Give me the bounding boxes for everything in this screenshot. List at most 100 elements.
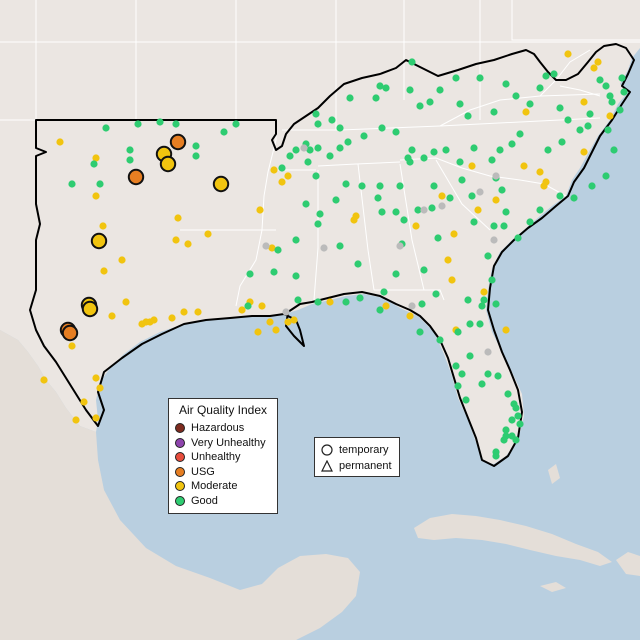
site-marker-good	[406, 86, 414, 94]
yucatan-landmass	[262, 554, 360, 640]
site-marker-moderate	[448, 276, 456, 284]
site-marker-usg-highlighted	[169, 133, 187, 151]
site-marker-moderate	[520, 162, 528, 170]
site-marker-good	[502, 432, 510, 440]
site-marker-good	[372, 94, 380, 102]
site-marker-good	[392, 208, 400, 216]
site-marker-good	[126, 156, 134, 164]
site-marker-good	[544, 146, 552, 154]
site-marker-good	[408, 146, 416, 154]
site-marker-good	[354, 260, 362, 268]
highlighted-region-border	[29, 43, 635, 467]
site-marker-moderate	[122, 298, 130, 306]
site-marker-moderate	[150, 316, 158, 324]
site-marker-good	[192, 152, 200, 160]
site-marker-good	[358, 182, 366, 190]
site-marker-moderate	[92, 154, 100, 162]
site-marker-good	[294, 296, 302, 304]
site-marker-good	[536, 206, 544, 214]
site-marker-good	[378, 124, 386, 132]
site-marker-good	[336, 144, 344, 152]
site-marker-moderate	[350, 216, 358, 224]
site-marker-usg-highlighted	[127, 168, 145, 186]
site-marker-no-data	[476, 188, 484, 196]
site-marker-good	[496, 146, 504, 154]
site-marker-good	[360, 132, 368, 140]
site-marker-good	[604, 126, 612, 134]
legend-row-temporary: temporary	[321, 442, 393, 458]
site-marker-moderate	[254, 328, 262, 336]
aqi-site-markers	[40, 50, 628, 460]
site-marker-good	[464, 112, 472, 120]
good-swatch-icon	[175, 495, 185, 506]
site-marker-good	[278, 164, 286, 172]
site-marker-good	[504, 390, 512, 398]
us-landmass	[0, 0, 640, 464]
site-marker-good	[102, 124, 110, 132]
site-marker-good	[586, 110, 594, 118]
site-marker-moderate	[580, 98, 588, 106]
site-marker-moderate	[180, 308, 188, 316]
site-marker-good	[380, 288, 388, 296]
site-marker-good	[172, 120, 180, 128]
site-marker-good	[302, 200, 310, 208]
hispaniola-landmass	[616, 552, 640, 576]
site-marker-good	[292, 146, 300, 154]
site-marker-moderate	[168, 314, 176, 322]
legend-label-permanent: permanent	[339, 460, 392, 472]
site-marker-moderate-highlighted	[81, 300, 99, 318]
site-marker-good	[432, 290, 440, 298]
site-marker-moderate	[580, 148, 588, 156]
site-marker-good	[556, 104, 564, 112]
site-marker-good	[316, 210, 324, 218]
site-marker-moderate	[502, 326, 510, 334]
site-marker-moderate	[480, 288, 488, 296]
site-marker-good	[420, 154, 428, 162]
site-marker-good	[526, 100, 534, 108]
legend-label-good: Good	[191, 494, 218, 507]
site-marker-good	[416, 328, 424, 336]
site-marker-good	[484, 370, 492, 378]
site-marker-good	[90, 160, 98, 168]
site-marker-good	[426, 98, 434, 106]
site-marker-moderate	[536, 168, 544, 176]
site-marker-moderate	[450, 230, 458, 238]
site-marker-good	[466, 320, 474, 328]
site-marker-good	[458, 176, 466, 184]
site-marker-moderate-highlighted	[212, 175, 230, 193]
site-marker-no-data	[282, 308, 290, 316]
site-marker-good	[314, 220, 322, 228]
site-marker-no-data	[490, 236, 498, 244]
site-marker-good	[434, 234, 442, 242]
site-marker-good	[356, 294, 364, 302]
site-marker-moderate	[468, 162, 476, 170]
site-marker-good	[608, 98, 616, 106]
aqi-legend-title: Air Quality Index	[178, 403, 268, 417]
site-marker-good	[126, 146, 134, 154]
site-marker-good	[376, 182, 384, 190]
site-marker-moderate	[92, 414, 100, 422]
legend-row-usg: USG	[175, 465, 271, 480]
site-marker-moderate	[40, 376, 48, 384]
site-marker-good	[436, 86, 444, 94]
unhealthy-swatch-icon	[175, 452, 185, 463]
site-marker-good	[416, 102, 424, 110]
site-marker-good	[558, 138, 566, 146]
site-marker-moderate	[99, 222, 107, 230]
site-marker-moderate	[284, 318, 292, 326]
site-marker-good	[606, 92, 614, 100]
site-marker-good	[550, 70, 558, 78]
site-marker-no-data	[492, 172, 500, 180]
site-marker-good	[68, 180, 76, 188]
site-marker-no-data	[408, 302, 416, 310]
site-marker-moderate	[56, 138, 64, 146]
site-marker-good	[312, 110, 320, 118]
jamaica-landmass	[540, 582, 566, 592]
legend-label-temporary: temporary	[339, 444, 389, 456]
site-marker-good	[454, 382, 462, 390]
site-marker-good	[328, 116, 336, 124]
site-marker-good	[382, 84, 390, 92]
legend-label-hazardous: Hazardous	[191, 422, 245, 435]
